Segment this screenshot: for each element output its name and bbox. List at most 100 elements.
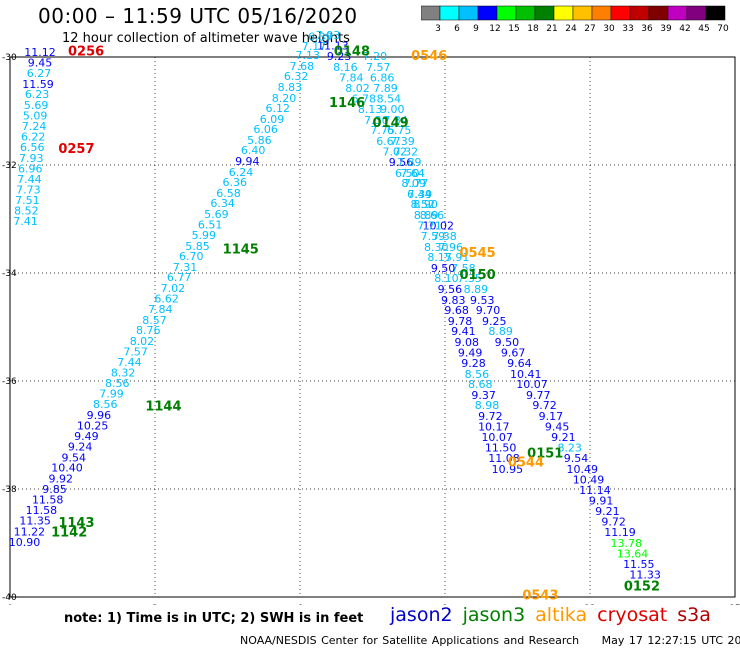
legend-jason3: jason3 (462, 604, 526, 626)
wave-height-value: 6.40 (241, 144, 266, 157)
wave-height-value: 10.49 (567, 463, 599, 476)
pass-time-label: 0257 (58, 142, 94, 157)
wave-height-value: 7.17 (302, 40, 327, 53)
wave-height-value: 11.55 (623, 558, 655, 571)
wave-height-value: 6.32 (284, 70, 309, 83)
colorbar-label: 39 (660, 24, 672, 33)
wave-height-value: 8.68 (468, 378, 493, 391)
wave-height-value: 8.09 (401, 177, 426, 190)
wave-height-value: 9.17 (539, 410, 564, 423)
wave-height-value: 7.59 (421, 230, 446, 243)
pass-time-label: 1143 (58, 516, 94, 531)
pass-time-label: 0150 (460, 268, 496, 283)
wave-height-value: 5.86 (247, 134, 272, 147)
wave-height-value: 9.72 (478, 410, 503, 423)
colorbar-label: 30 (603, 24, 615, 33)
wave-height-value: 6.34 (210, 197, 235, 210)
wave-height-value: 7.84 (148, 303, 173, 316)
footer-timestamp: May 17 12:27:15 UTC 2020 (601, 634, 740, 647)
wave-height-value: 6.67 (376, 135, 401, 148)
wave-height-value: 7.24 (22, 120, 47, 133)
wave-height-value: 7.38 (432, 230, 457, 243)
wave-height-value: 11.19 (604, 526, 636, 539)
colorbar-label: 9 (473, 24, 479, 33)
colorbar-label: 27 (584, 24, 595, 33)
wave-height-value: 7.39 (390, 135, 415, 148)
wave-height-value: 7.32 (394, 145, 419, 158)
wave-height-value: 10.41 (510, 368, 542, 381)
wave-height-value: 6.27 (27, 67, 52, 80)
wave-height-value: 10.49 (573, 474, 605, 487)
wave-height-value: 7.39 (408, 188, 433, 201)
x-tick-label: 9 (442, 604, 448, 605)
wave-height-value: 7.02 (382, 145, 407, 158)
y-tick-label: -36 (2, 377, 17, 387)
wave-height-value: 9.28 (461, 357, 486, 370)
pass-time-label: 0545 (460, 246, 496, 261)
wave-height-value: 8.89 (414, 209, 439, 222)
wave-height-plot: 03691215-30-32-34-36-38-4010.9011.2211.3… (2, 29, 740, 605)
pass-time-label: 0256 (68, 44, 104, 59)
wave-height-value: 9.37 (471, 389, 496, 402)
colorbar-label: 36 (641, 24, 653, 33)
pass-time-label: 0152 (624, 580, 660, 595)
wave-height-value: 6.12 (266, 102, 291, 115)
wave-height-value: 6.75 (387, 124, 412, 137)
wave-height-value: 9.50 (431, 262, 456, 275)
legend-s3a: s3a (677, 604, 711, 626)
wave-height-value: 9.21 (551, 431, 576, 444)
wave-height-value: 7.58 (451, 262, 476, 275)
wave-height-value: 5.99 (192, 229, 217, 242)
wave-height-value: 6.51 (198, 219, 223, 232)
wave-height-value: 9.96 (87, 409, 112, 422)
wave-height-value: 8.32 (111, 367, 136, 380)
wave-height-value: 7.51 (15, 194, 40, 207)
wave-height-value: 5.85 (185, 240, 210, 253)
colorbar-label: 3 (435, 24, 441, 33)
wave-height-value: 8.02 (130, 335, 155, 348)
wave-height-value: 6.50 (395, 167, 420, 180)
colorbar-label: 21 (546, 24, 557, 33)
wave-height-value: 11.13 (317, 39, 349, 52)
wave-height-value: 9.67 (501, 347, 526, 360)
wave-height-value: 7.35 (457, 272, 482, 285)
wave-height-value: 6.86 (370, 71, 395, 84)
colorbar-label: 42 (679, 24, 690, 33)
colorbar-label: 70 (717, 24, 729, 33)
pass-time-label: 1142 (51, 526, 87, 541)
wave-height-value: 9.24 (68, 441, 93, 454)
wave-height-value: 8.56 (465, 368, 490, 381)
wave-height-value: 8.89 (488, 325, 513, 338)
wave-height-value: 8.54 (377, 92, 402, 105)
wave-height-value: 7.96 (439, 241, 464, 254)
satellite-legend: jason2 jason3 altika cryosat s3a (390, 604, 721, 626)
wave-height-value: 9.25 (482, 315, 507, 328)
wave-height-value: 10.95 (492, 463, 524, 476)
x-tick-label: 3 (152, 604, 158, 605)
footer-credit: NOAA/NESDIS Center for Satellite Applica… (240, 634, 580, 647)
wave-height-value: 9.92 (49, 473, 74, 486)
wave-height-value: 7.73 (16, 184, 41, 197)
pass-time-label: 1146 (329, 96, 365, 111)
colorbar-swatch (705, 5, 726, 21)
wave-height-value: 8.98 (475, 399, 500, 412)
wave-height-value: 6.56 (20, 141, 45, 154)
wave-height-value: 7.41 (13, 215, 38, 228)
chart-subtitle: 12 hour collection of altimeter wave hei… (62, 31, 350, 46)
wave-height-value: 11.35 (19, 515, 51, 528)
wave-height-value: 7.20 (363, 50, 388, 63)
wave-height-value: 8.57 (142, 314, 167, 327)
wave-height-value: 9.54 (564, 452, 589, 465)
wave-height-value: 9.53 (470, 294, 495, 307)
wave-height-value: 5.69 (24, 99, 49, 112)
wave-height-value: 7.75 (370, 124, 395, 137)
y-tick-label: -32 (2, 161, 17, 171)
legend-cryosat: cryosat (597, 604, 668, 626)
wave-height-value: 8.10 (434, 272, 459, 285)
wave-height-value: 6.44 (407, 188, 432, 201)
wave-height-value: 13.78 (611, 537, 643, 550)
wave-height-value: 8.66 (420, 209, 445, 222)
pass-time-label: 0149 (373, 116, 409, 131)
wave-height-value: 7.57 (366, 61, 391, 74)
